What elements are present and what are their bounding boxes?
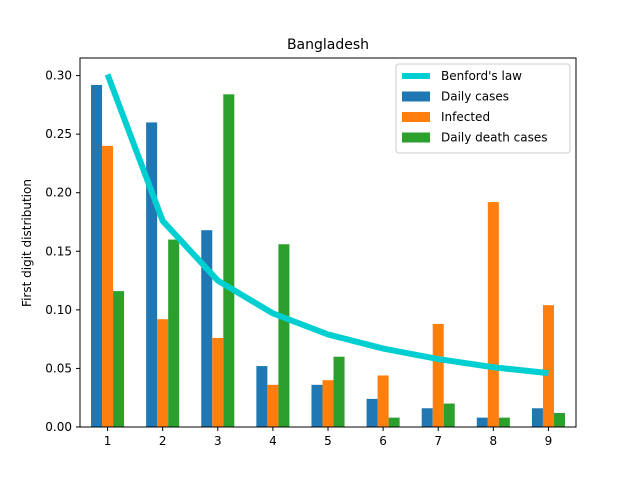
bar-infected-8 bbox=[487, 202, 499, 427]
bar-infected-5 bbox=[322, 380, 334, 427]
plot-area: 1 2 3 4 5 6 7 8 9 0.00 0.05 0.10 0.15 0.20 0.25 0.30 bbox=[45, 57, 577, 448]
legend: Benford's law Daily cases Infected Daily de… bbox=[395, 63, 571, 154]
legend-label-benford-s-law: Benford's law bbox=[441, 69, 522, 83]
x-tick-label: 5 bbox=[324, 434, 332, 448]
x-tick-label: 6 bbox=[379, 434, 387, 448]
x-tick-label: 2 bbox=[159, 434, 167, 448]
bar-infected-9 bbox=[542, 305, 554, 427]
y-tick-label: 0.15 bbox=[45, 244, 72, 258]
legend-label-daily-death-cases: Daily death cases bbox=[441, 131, 548, 145]
x-tick-label: 7 bbox=[434, 434, 442, 448]
bar-infected-2 bbox=[157, 319, 169, 427]
bar-daily-cases-1 bbox=[91, 84, 103, 427]
legend-label-daily-cases: Daily cases bbox=[441, 90, 509, 104]
legend-swatch-daily-cases bbox=[402, 91, 430, 102]
x-tick-label: 1 bbox=[104, 434, 112, 448]
bar-daily-cases-4 bbox=[256, 366, 268, 427]
bar-infected-1 bbox=[102, 145, 114, 427]
y-tick-label: 0.05 bbox=[45, 361, 72, 375]
bar-infected-6 bbox=[377, 375, 389, 427]
bar-daily-death-cases-2 bbox=[168, 239, 180, 427]
bar-daily-death-cases-5 bbox=[333, 356, 345, 427]
y-axis-label: First digit distribution bbox=[20, 179, 34, 307]
bar-daily-death-cases-3 bbox=[223, 94, 235, 428]
y-tick-label: 0.10 bbox=[45, 303, 72, 317]
bar-daily-death-cases-9 bbox=[553, 412, 565, 427]
legend-swatch-daily-death-cases bbox=[402, 132, 430, 143]
bar-daily-cases-6 bbox=[366, 398, 378, 427]
bar-daily-cases-7 bbox=[421, 408, 433, 427]
x-tick-label: 4 bbox=[269, 434, 277, 448]
bar-infected-7 bbox=[432, 323, 444, 427]
bar-daily-cases-5 bbox=[311, 384, 323, 427]
x-tick-label: 9 bbox=[545, 434, 553, 448]
bar-daily-death-cases-7 bbox=[443, 403, 455, 427]
y-tick-label: 0.30 bbox=[45, 69, 72, 83]
legend-swatch-infected bbox=[402, 112, 430, 122]
bar-infected-4 bbox=[267, 384, 279, 427]
legend-label-infected: Infected bbox=[441, 110, 490, 124]
bar-daily-cases-3 bbox=[201, 230, 213, 427]
bar-daily-death-cases-1 bbox=[113, 291, 125, 427]
line-benfords-law bbox=[104, 73, 549, 377]
bar-daily-death-cases-6 bbox=[388, 417, 400, 427]
bar-daily-cases-8 bbox=[476, 417, 488, 427]
y-tick-label: 0.00 bbox=[45, 420, 72, 434]
legend-box bbox=[395, 63, 571, 154]
bar-daily-death-cases-8 bbox=[498, 417, 510, 427]
bar-infected-3 bbox=[212, 337, 224, 427]
x-tick-label: 8 bbox=[490, 434, 498, 448]
bar-daily-cases-2 bbox=[146, 122, 158, 427]
y-tick-label: 0.25 bbox=[45, 127, 72, 141]
chart-title: Bangladesh bbox=[287, 37, 369, 53]
bar-daily-death-cases-4 bbox=[278, 244, 290, 427]
bar-daily-cases-9 bbox=[531, 408, 543, 427]
y-tick-label: 0.20 bbox=[45, 186, 72, 200]
x-tick-label: 3 bbox=[214, 434, 222, 448]
